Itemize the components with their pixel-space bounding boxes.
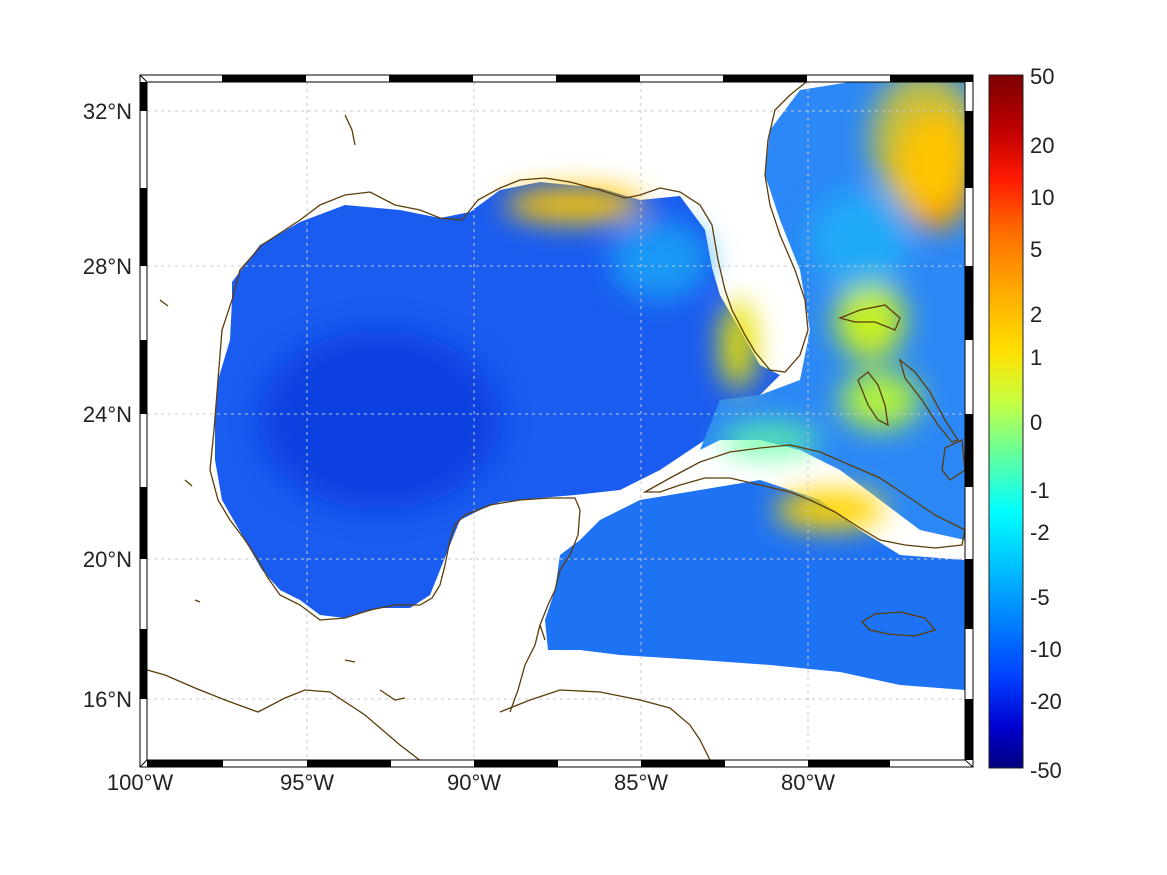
colorbar-tick-label: 5 [1030, 237, 1042, 262]
y-tick-label: 16°N [83, 687, 132, 712]
colorbar-tick-label: -5 [1030, 585, 1050, 610]
colorbar-gradient [988, 74, 1024, 769]
cuba-north-light [720, 422, 820, 458]
northern-gulf-warm [505, 187, 645, 223]
colorbar-tick-label: -2 [1030, 520, 1050, 545]
y-tick-label: 28°N [83, 254, 132, 279]
y-tick-label: 32°N [83, 99, 132, 124]
colorbar-tick-label: 2 [1030, 302, 1042, 327]
atlantic-warm-halo [870, 82, 965, 210]
colorbar-tick-label: -20 [1030, 689, 1062, 714]
gulf-deep-core [260, 330, 500, 510]
ocean-field [215, 82, 965, 690]
central-america-pacific [147, 669, 421, 760]
colorbar-tick-label: 20 [1030, 133, 1054, 158]
gulf-cyan-east [610, 220, 710, 300]
grand-bahama [837, 304, 901, 331]
caribbean-field [545, 480, 965, 690]
colorbar-tick-label: 1 [1030, 345, 1042, 370]
cuba [642, 444, 965, 549]
x-axis-labels: 100°W 95°W 90°W 85°W 80°W [107, 770, 835, 795]
eleuthera [898, 358, 960, 443]
mexico-west-coast [209, 469, 581, 713]
bahamas-warm [835, 280, 905, 360]
texas-islands [159, 114, 356, 603]
yucatan-islands [344, 624, 546, 701]
honduras-coast [499, 689, 711, 760]
gulf-coast-us-mexico [209, 82, 809, 471]
hispaniola-edge [941, 439, 965, 481]
jamaica [860, 611, 937, 637]
atlantic-cyan [810, 190, 910, 290]
y-tick-label: 24°N [83, 402, 132, 427]
colorbar-tick-label: -10 [1030, 637, 1062, 662]
map-frame [139, 74, 974, 768]
colorbar-tick-label: 50 [1030, 64, 1054, 89]
x-tick-label: 100°W [107, 770, 174, 795]
andros-island [857, 371, 889, 427]
x-tick-label: 95°W [280, 770, 334, 795]
coastlines [147, 82, 965, 760]
x-tick-label: 90°W [447, 770, 501, 795]
y-axis-labels: 32°N 28°N 24°N 20°N 16°N [83, 99, 132, 712]
x-tick-label: 85°W [614, 770, 668, 795]
colorbar-tick-label: -1 [1030, 478, 1050, 503]
west-florida-shelf-warm [720, 300, 756, 390]
y-tick-label: 20°N [83, 547, 132, 572]
x-tick-label: 80°W [781, 770, 835, 795]
colorbar-tick-label: 10 [1030, 185, 1054, 210]
colorbar-tick-label: -50 [1030, 758, 1062, 783]
colorbar-tick-label: 0 [1030, 410, 1042, 435]
